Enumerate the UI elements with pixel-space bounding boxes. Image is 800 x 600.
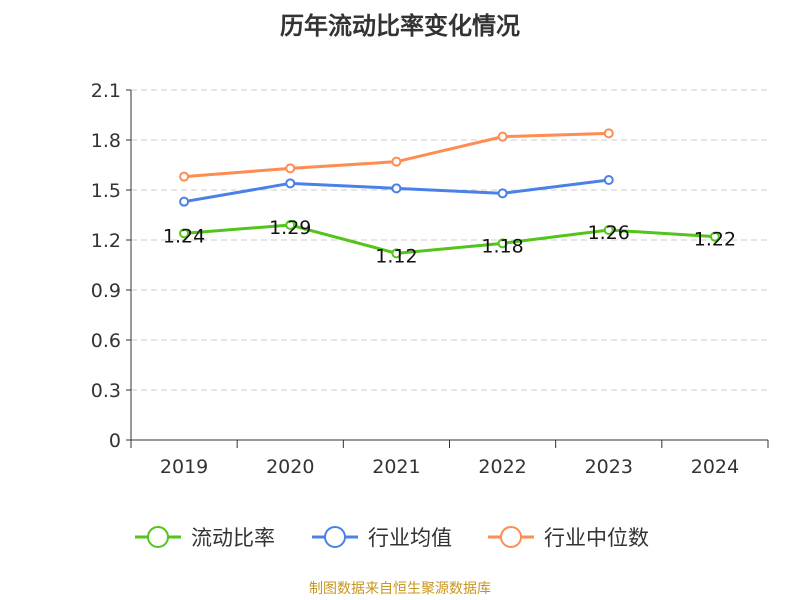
data-point [179, 196, 190, 207]
y-tick-label: 2.1 [91, 80, 121, 102]
data-point [603, 225, 614, 235]
y-tick-label: 0.3 [91, 380, 121, 402]
data-point [391, 183, 402, 194]
legend-marker [324, 526, 346, 548]
data-point [285, 220, 296, 230]
legend-item: 行业中位数 [488, 526, 649, 550]
data-point [709, 231, 720, 242]
y-tick-label: 1.5 [91, 180, 121, 202]
data-point [497, 238, 508, 249]
x-tick-label: 2024 [691, 456, 739, 478]
data-label: 1.24 [163, 225, 205, 247]
legend-marker [147, 526, 169, 548]
data-point [179, 228, 190, 239]
data-label: 1.29 [269, 217, 311, 239]
data-point [179, 171, 190, 182]
data-point [497, 131, 508, 142]
chart-title: 历年流动比率变化情况 [280, 12, 520, 40]
data-point [285, 178, 296, 189]
y-tick-label: 1.2 [91, 230, 121, 252]
data-point [603, 128, 614, 139]
legend-marker [500, 526, 522, 548]
y-tick-label: 1.8 [91, 130, 121, 152]
y-tick-label: 0 [109, 430, 121, 452]
legend-item: 流动比率 [135, 526, 275, 550]
x-tick-label: 2020 [266, 456, 314, 478]
source-note: 制图数据来自恒生聚源数据库 [309, 581, 491, 597]
data-point [391, 248, 402, 259]
data-label: 1.22 [694, 229, 736, 251]
series-line [183, 223, 716, 255]
data-point [497, 188, 508, 199]
x-tick-label: 2019 [160, 456, 208, 478]
x-tick-label: 2022 [478, 456, 526, 478]
legend-label: 流动比率 [191, 526, 275, 550]
y-tick-label: 0.6 [91, 330, 121, 352]
legend-label: 行业均值 [368, 526, 452, 550]
y-tick-label: 0.9 [91, 280, 121, 302]
data-point [603, 175, 614, 185]
legend-label: 行业中位数 [544, 526, 649, 550]
data-label: 1.12 [375, 245, 417, 267]
data-point [391, 156, 402, 167]
data-point [285, 163, 296, 174]
data-label: 1.26 [588, 222, 630, 244]
x-tick-label: 2021 [372, 456, 420, 478]
legend-item: 行业均值 [312, 526, 452, 550]
x-tick-label: 2023 [585, 456, 633, 478]
data-label: 1.18 [481, 235, 523, 257]
